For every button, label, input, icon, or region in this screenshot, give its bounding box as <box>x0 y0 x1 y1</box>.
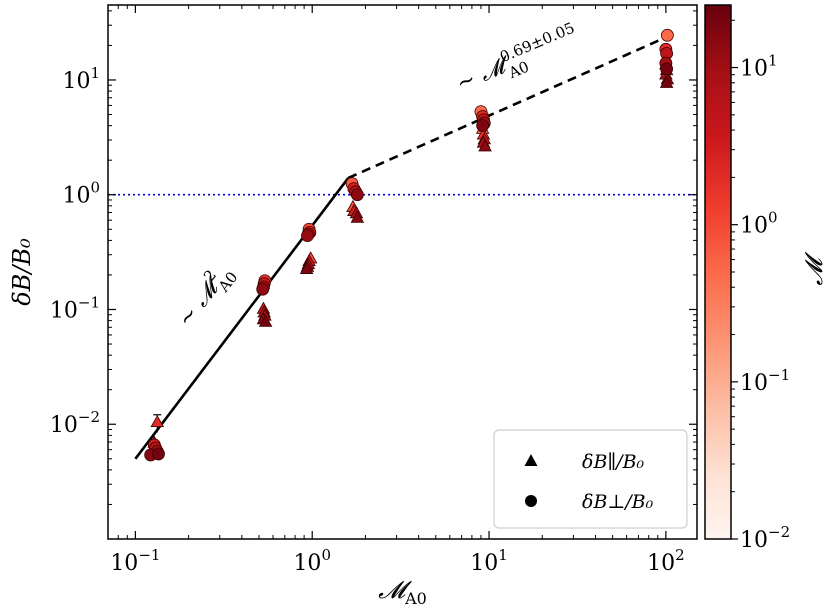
fit-annotation: ~ 𝓜0.69±0.05A0 <box>451 19 584 103</box>
x-tick-label: 100 <box>293 546 331 576</box>
fit-annotation: ~ 𝓜2A0 <box>169 257 241 335</box>
colorbar-tick-label: 101 <box>740 52 778 82</box>
data-point-circle <box>301 229 314 243</box>
fit-line-quadratic <box>134 177 350 460</box>
data-point-circle <box>350 188 364 202</box>
plot-frame <box>107 4 698 540</box>
data-point-triangle <box>350 210 365 223</box>
legend-box <box>493 429 688 529</box>
colorbar-tick-label: 100 <box>740 209 778 239</box>
colorbar-tick-label: 10−2 <box>740 523 790 553</box>
x-tick-label: 101 <box>470 546 508 576</box>
axes: 10−1 100 101 102 10−2 10−1 100 101 𝓜A0 δB/B₀ <box>8 4 698 607</box>
plot-area <box>108 28 697 462</box>
data-point-circle <box>152 447 165 461</box>
colorbar-gradient <box>704 4 732 540</box>
y-tick-label: 10−1 <box>50 293 100 323</box>
data-point-triangle <box>258 314 273 327</box>
colorbar-label: 𝓜 <box>800 251 828 285</box>
fit-line-power <box>347 36 667 180</box>
legend-circle-marker <box>525 495 537 507</box>
colorbar: 10−2 10−1 100 101 𝓜 <box>704 4 828 553</box>
legend-label: δB∥/B₀ <box>582 451 645 473</box>
data-point-triangle <box>299 261 314 274</box>
colorbar-tick-label: 10−1 <box>740 366 790 396</box>
data-point-triangle <box>150 414 165 428</box>
y-tick-label: 10−2 <box>50 408 100 438</box>
data-point-circle <box>660 28 674 42</box>
annotations: ~ 𝓜2A0 ~ 𝓜0.69±0.05A0 <box>169 19 584 335</box>
data-point-circle <box>256 282 270 296</box>
y-tick-label: 101 <box>62 64 100 94</box>
y-axis-label: δB/B₀ <box>8 238 36 306</box>
legend-label: δB⊥/B₀ <box>582 491 654 513</box>
x-axis-label: 𝓜A0 <box>378 576 427 607</box>
legend-triangle-marker <box>524 454 538 466</box>
data-point-circle <box>660 62 674 76</box>
x-tick-label: 102 <box>647 546 685 576</box>
x-tick-label: 10−1 <box>110 546 160 576</box>
data-point-circle <box>476 119 490 133</box>
y-tick-label: 100 <box>62 179 100 209</box>
data-point-triangle <box>478 139 492 152</box>
legend: δB∥/B₀ δB⊥/B₀ <box>493 429 688 529</box>
data-point-triangle <box>659 75 674 88</box>
